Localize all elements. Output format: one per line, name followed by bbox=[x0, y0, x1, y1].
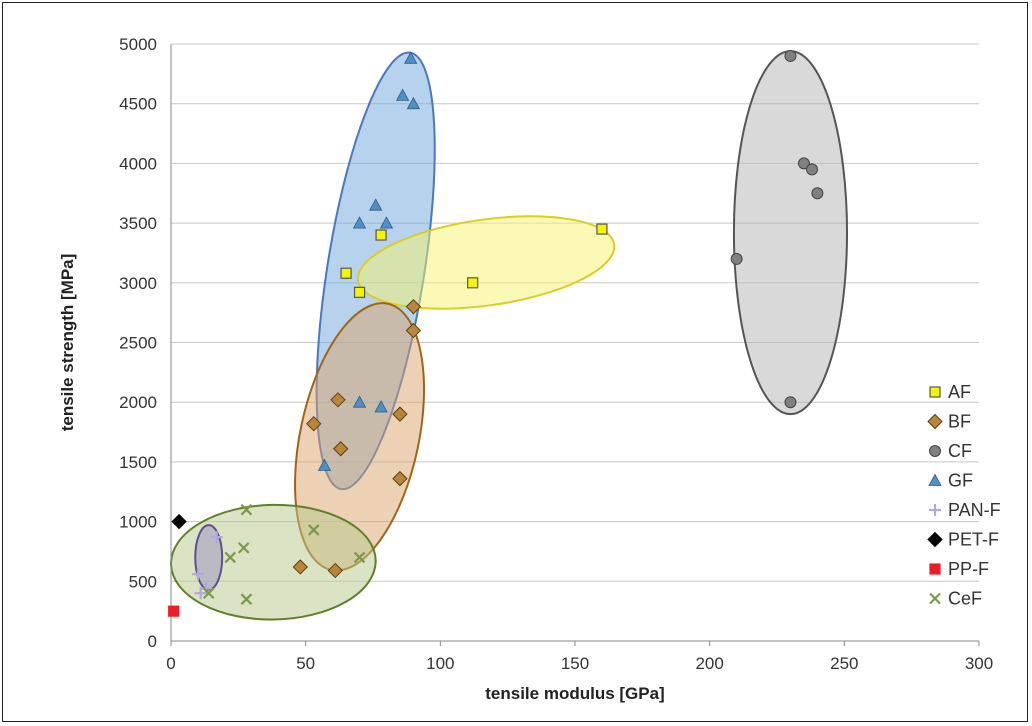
point-pp-f-0 bbox=[168, 605, 180, 617]
axes: 0500100015002000250030003500400045005000… bbox=[119, 35, 993, 673]
y-tick-label-3500: 3500 bbox=[119, 214, 157, 233]
point-cef-5 bbox=[307, 524, 320, 536]
legend-marker-cef bbox=[929, 592, 941, 605]
point-cef-4 bbox=[240, 593, 253, 605]
legend-label-gf: GF bbox=[948, 471, 973, 491]
point-gf-3 bbox=[369, 198, 383, 211]
point-cef-2 bbox=[237, 542, 250, 554]
legend-label-pet-f: PET-F bbox=[948, 530, 999, 550]
point-cef-6-b bbox=[353, 551, 366, 564]
legend-marker-pan-f bbox=[929, 504, 941, 516]
legend-label-cf: CF bbox=[948, 441, 972, 461]
y-axis-title: tensile strength [MPa] bbox=[58, 254, 77, 432]
point-bf-0 bbox=[306, 415, 322, 432]
point-cf-4 bbox=[730, 252, 743, 265]
legend-marker-bf bbox=[927, 413, 943, 430]
ellipse-pan-f bbox=[194, 524, 224, 591]
point-gf-8 bbox=[317, 458, 332, 471]
point-bf-5 bbox=[405, 298, 422, 315]
y-tick-label-5000: 5000 bbox=[119, 35, 157, 54]
y-tick-label-0: 0 bbox=[148, 632, 157, 651]
y-tick-label-3000: 3000 bbox=[119, 274, 157, 293]
legend-label-pp-f: PP-F bbox=[948, 559, 989, 579]
legend: AF BF CF GF PAN-F PET-F PP-F CeF bbox=[927, 382, 1001, 609]
point-cef-3 bbox=[240, 503, 253, 516]
point-bf-4 bbox=[392, 470, 408, 487]
cluster-ellipses bbox=[170, 50, 849, 621]
point-cf-3 bbox=[811, 187, 824, 200]
legend-label-pan-f: PAN-F bbox=[948, 500, 1001, 520]
y-tick-label-500: 500 bbox=[129, 572, 157, 591]
x-tick-label-150: 150 bbox=[561, 654, 589, 673]
point-pan-f-0 bbox=[191, 568, 204, 581]
ellipse-cf bbox=[732, 50, 849, 416]
point-cef-5-b bbox=[307, 524, 320, 536]
point-cef-2-b bbox=[237, 542, 250, 554]
point-cef-0-b bbox=[202, 587, 215, 600]
y-tick-label-4000: 4000 bbox=[119, 154, 157, 173]
legend-marker-af bbox=[929, 386, 941, 398]
x-tick-label-200: 200 bbox=[695, 654, 723, 673]
legend-marker-gf bbox=[928, 473, 942, 486]
legend-label-bf: BF bbox=[948, 412, 971, 432]
y-tick-label-1000: 1000 bbox=[119, 513, 157, 532]
legend-marker-cef-b bbox=[929, 592, 941, 605]
x-tick-label-100: 100 bbox=[426, 654, 454, 673]
x-axis-title: tensile modulus [GPa] bbox=[485, 684, 664, 703]
legend-label-cef: CeF bbox=[948, 589, 982, 609]
point-gf-5 bbox=[379, 216, 394, 229]
legend-marker-pet-f bbox=[927, 531, 943, 548]
point-cef-1-b bbox=[224, 551, 237, 564]
legend-marker-pp-f bbox=[929, 563, 941, 575]
point-cef-3-b bbox=[240, 503, 253, 516]
point-pan-f-3 bbox=[210, 531, 223, 544]
point-gf-4 bbox=[352, 216, 367, 229]
point-cf-2 bbox=[806, 163, 819, 176]
point-gf-0 bbox=[404, 51, 418, 64]
point-bf-3 bbox=[392, 406, 408, 422]
ellipse-af bbox=[356, 215, 616, 310]
point-af-2 bbox=[375, 229, 387, 241]
y-tick-label-4500: 4500 bbox=[119, 95, 157, 114]
point-cef-1 bbox=[224, 551, 237, 564]
legend-marker-cf bbox=[929, 445, 941, 457]
point-bf-6 bbox=[405, 322, 422, 339]
point-gf-7 bbox=[374, 400, 388, 413]
legend-label-af: AF bbox=[948, 382, 971, 402]
point-bf-2 bbox=[332, 441, 349, 457]
point-cf-5 bbox=[784, 396, 797, 409]
point-af-4 bbox=[596, 223, 608, 235]
x-tick-label-0: 0 bbox=[166, 654, 175, 673]
point-pan-f-2 bbox=[200, 582, 213, 595]
point-bf-7 bbox=[292, 559, 308, 575]
point-af-0 bbox=[340, 267, 352, 279]
point-af-3 bbox=[467, 277, 479, 289]
point-pet-f-0 bbox=[171, 513, 187, 530]
y-tick-label-2000: 2000 bbox=[119, 393, 157, 412]
point-cf-0 bbox=[784, 49, 797, 62]
y-tick-label-1500: 1500 bbox=[119, 453, 157, 472]
x-tick-label-50: 50 bbox=[296, 654, 315, 673]
point-gf-1 bbox=[395, 88, 410, 101]
point-bf-1 bbox=[330, 392, 346, 408]
point-cef-4-b bbox=[240, 593, 253, 605]
point-af-1 bbox=[353, 286, 366, 298]
point-cef-0 bbox=[202, 587, 215, 600]
x-tick-label-250: 250 bbox=[830, 654, 858, 673]
point-cef-6 bbox=[353, 551, 366, 564]
x-tick-label-300: 300 bbox=[965, 654, 993, 673]
y-tick-label-2500: 2500 bbox=[119, 334, 157, 353]
data-points bbox=[168, 49, 824, 617]
point-bf-8 bbox=[327, 562, 344, 579]
scatter-chart: 0500100015002000250030003500400045005000… bbox=[58, 35, 1001, 703]
point-gf-6 bbox=[352, 395, 367, 408]
point-cf-1 bbox=[797, 157, 810, 170]
point-gf-2 bbox=[406, 96, 421, 110]
